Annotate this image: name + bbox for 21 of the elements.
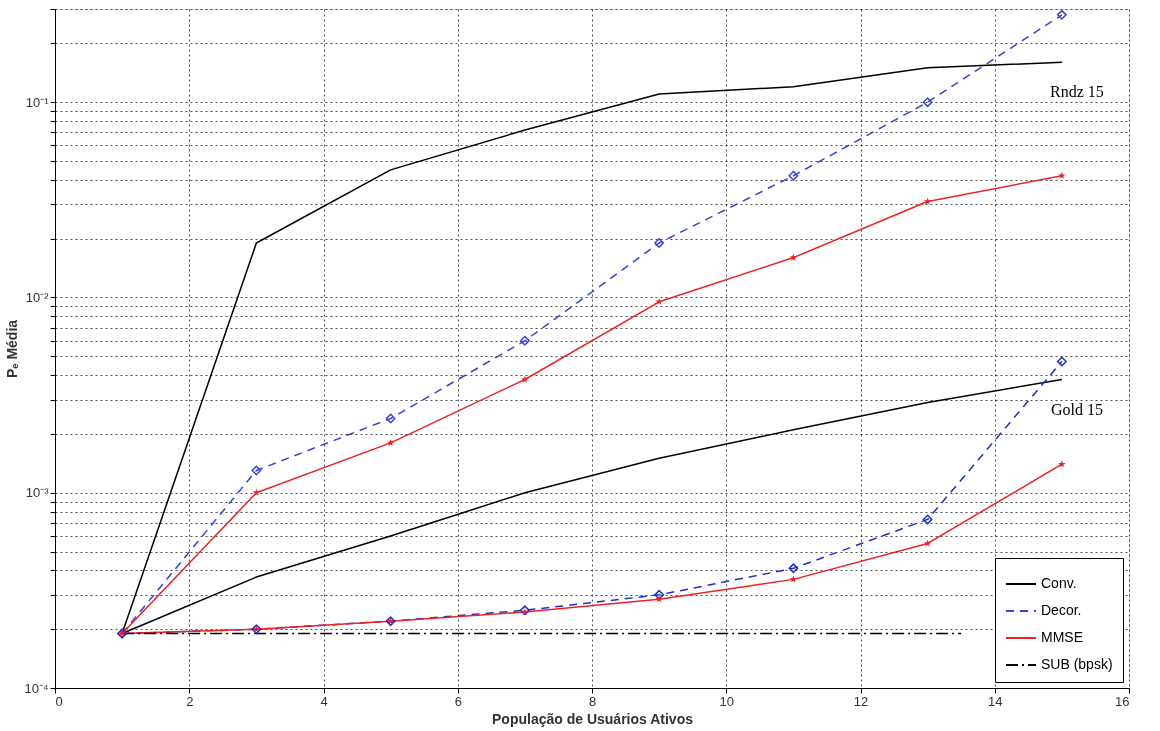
x-tick-label: 16 xyxy=(1115,693,1130,709)
x-tick-label: 6 xyxy=(454,693,462,709)
y-axis-title: Pₑ Média xyxy=(4,319,21,379)
legend-label: MMSE xyxy=(1041,629,1083,645)
x-tick-label: 4 xyxy=(320,693,328,709)
x-tick-label: 2 xyxy=(186,693,194,709)
x-tick-label: 12 xyxy=(853,693,869,709)
y-tick-label: 10⁻³ xyxy=(25,485,50,501)
legend-label: Decor. xyxy=(1041,602,1082,618)
y-tick-label: 10⁻⁴ xyxy=(24,680,49,696)
y-tick-label: 10⁻¹ xyxy=(25,94,50,110)
x-tick-label: 10 xyxy=(719,693,734,709)
legend-label: Conv. xyxy=(1041,575,1077,591)
x-axis-title: População de Usuários Ativos xyxy=(492,710,694,727)
x-tick-label: 8 xyxy=(588,693,597,709)
x-tick-label: 0 xyxy=(55,693,63,709)
annotation: Gold 15 xyxy=(1050,400,1103,418)
y-tick-label: 10⁻² xyxy=(25,289,50,305)
annotation: Rndz 15 xyxy=(1049,83,1104,101)
legend-label: SUB (bpsk) xyxy=(1041,656,1113,672)
x-tick-label: 14 xyxy=(988,693,1003,709)
